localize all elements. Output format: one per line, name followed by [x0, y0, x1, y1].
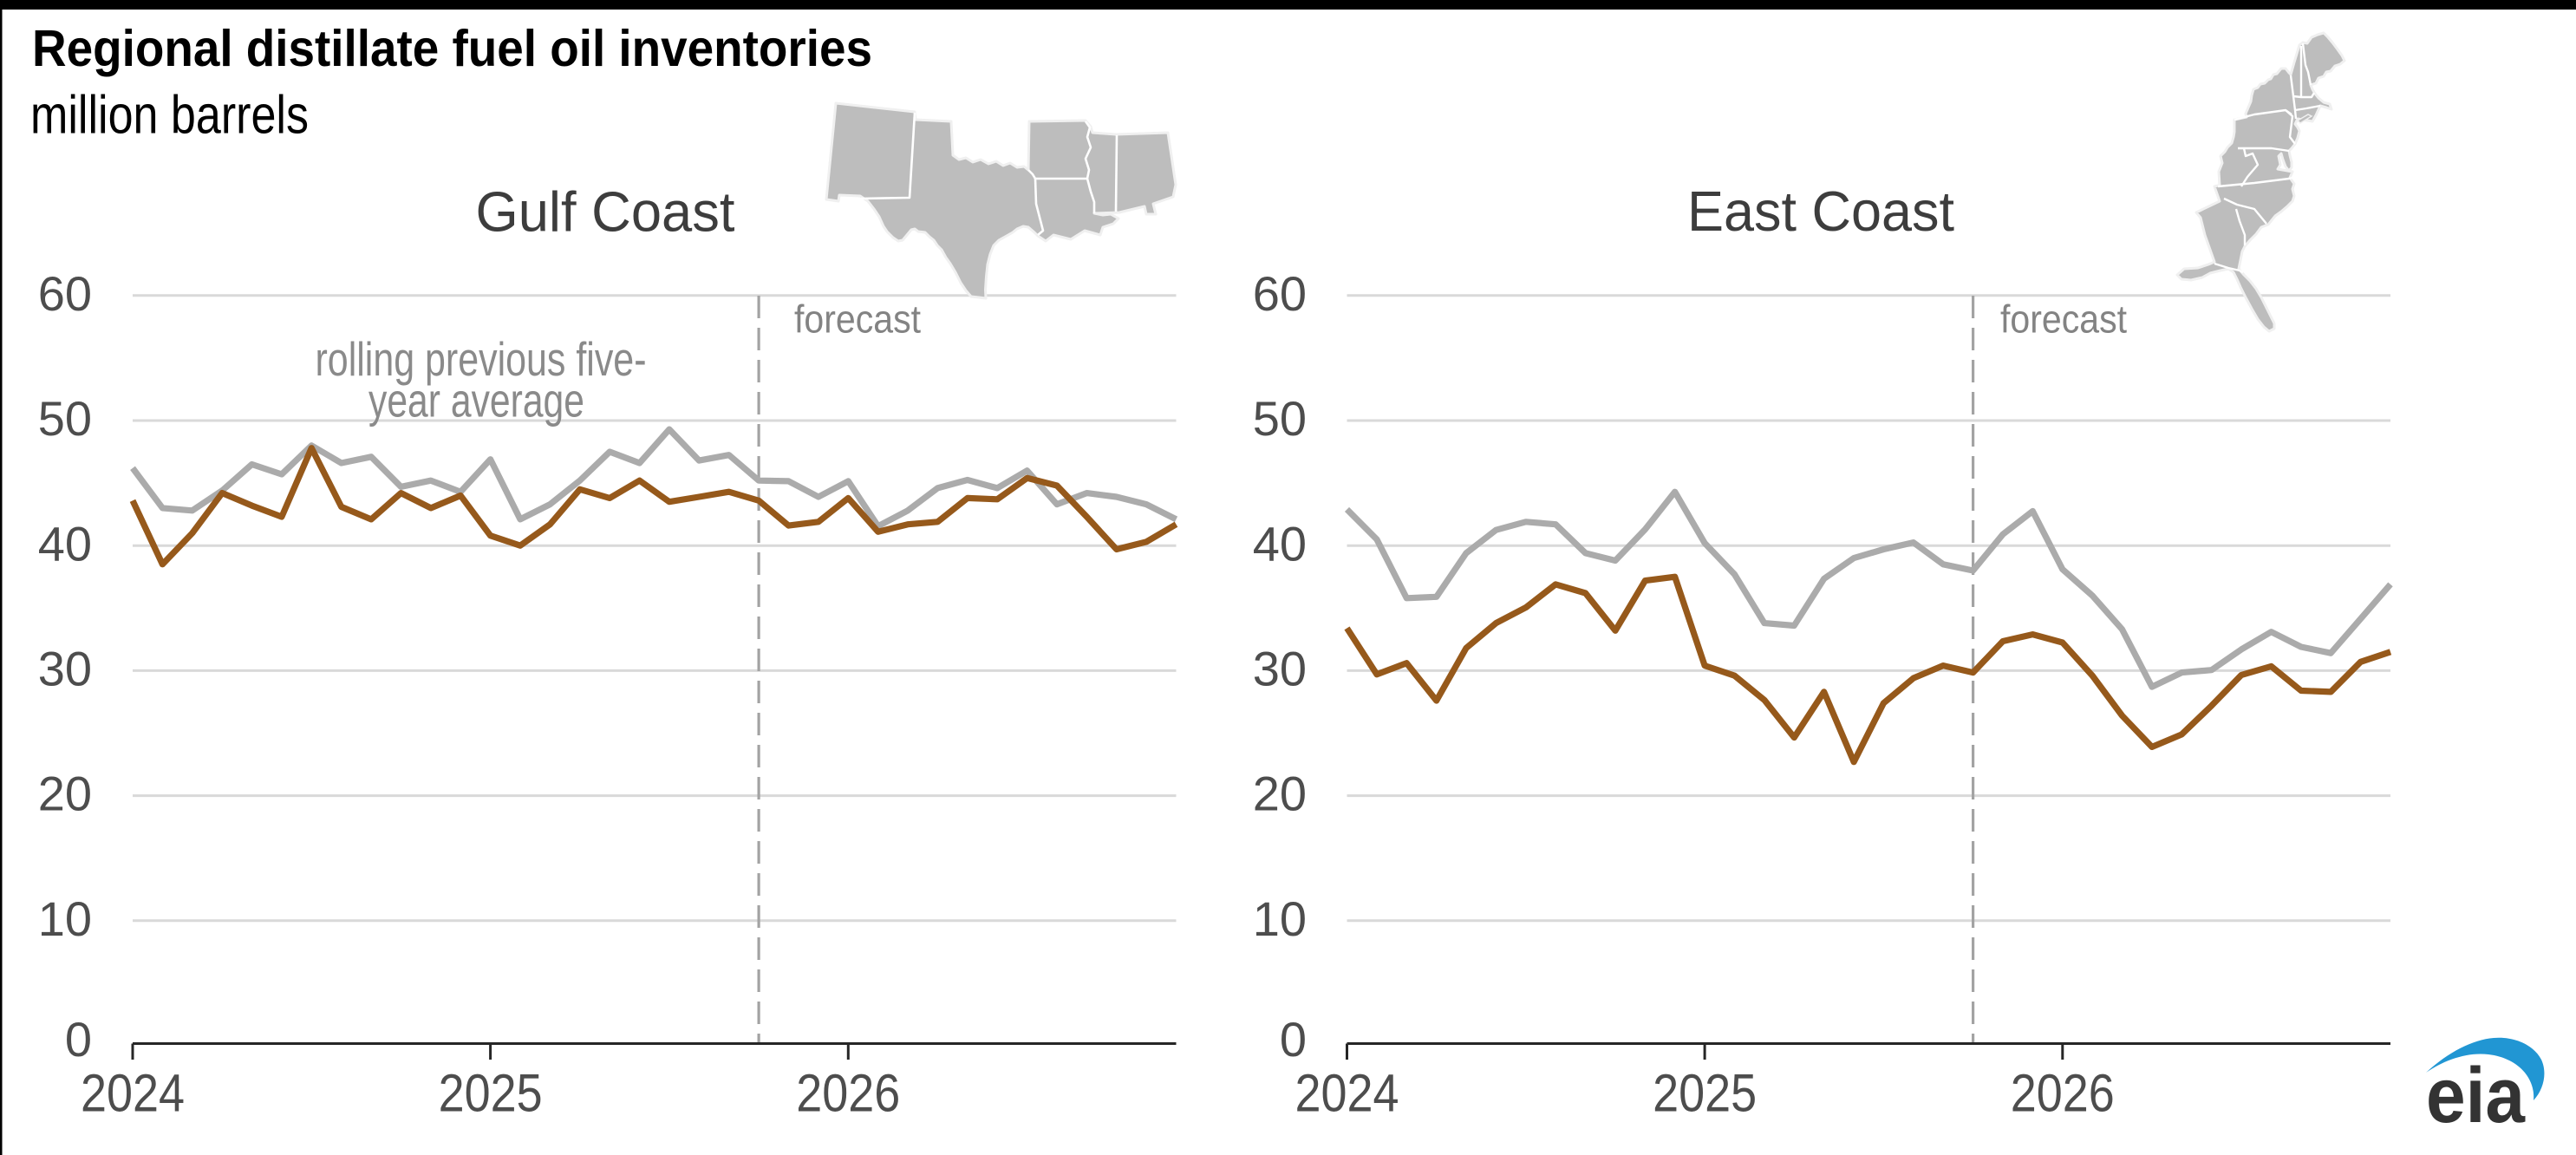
svg-text:50: 50: [38, 391, 92, 446]
svg-text:eia: eia: [2426, 1053, 2526, 1139]
svg-text:2025: 2025: [439, 1063, 543, 1122]
svg-text:30: 30: [1253, 642, 1307, 696]
svg-text:East Coast: East Coast: [1687, 179, 1954, 243]
svg-text:30: 30: [38, 642, 92, 696]
svg-text:10: 10: [38, 891, 92, 946]
svg-text:50: 50: [1253, 391, 1307, 446]
svg-text:2026: 2026: [796, 1063, 900, 1122]
svg-text:2024: 2024: [81, 1063, 185, 1122]
svg-text:forecast: forecast: [2000, 297, 2127, 342]
svg-text:0: 0: [1280, 1012, 1307, 1067]
svg-text:Regional distillate fuel oil i: Regional distillate fuel oil inventories: [32, 20, 872, 77]
svg-text:rolling previous five-: rolling previous five-: [316, 332, 647, 386]
svg-text:0: 0: [65, 1012, 92, 1067]
svg-text:year average: year average: [368, 374, 584, 427]
svg-text:2026: 2026: [2011, 1063, 2115, 1122]
svg-text:2025: 2025: [1653, 1063, 1757, 1122]
svg-text:60: 60: [38, 266, 92, 321]
svg-text:10: 10: [1253, 891, 1307, 946]
svg-text:2024: 2024: [1295, 1063, 1399, 1122]
svg-text:forecast: forecast: [794, 297, 921, 342]
svg-text:40: 40: [38, 516, 92, 571]
svg-text:million barrels: million barrels: [30, 86, 309, 146]
svg-text:60: 60: [1253, 266, 1307, 321]
svg-text:Gulf Coast: Gulf Coast: [476, 180, 735, 244]
svg-text:20: 20: [38, 767, 92, 821]
svg-text:40: 40: [1253, 516, 1307, 571]
svg-text:20: 20: [1253, 767, 1307, 821]
